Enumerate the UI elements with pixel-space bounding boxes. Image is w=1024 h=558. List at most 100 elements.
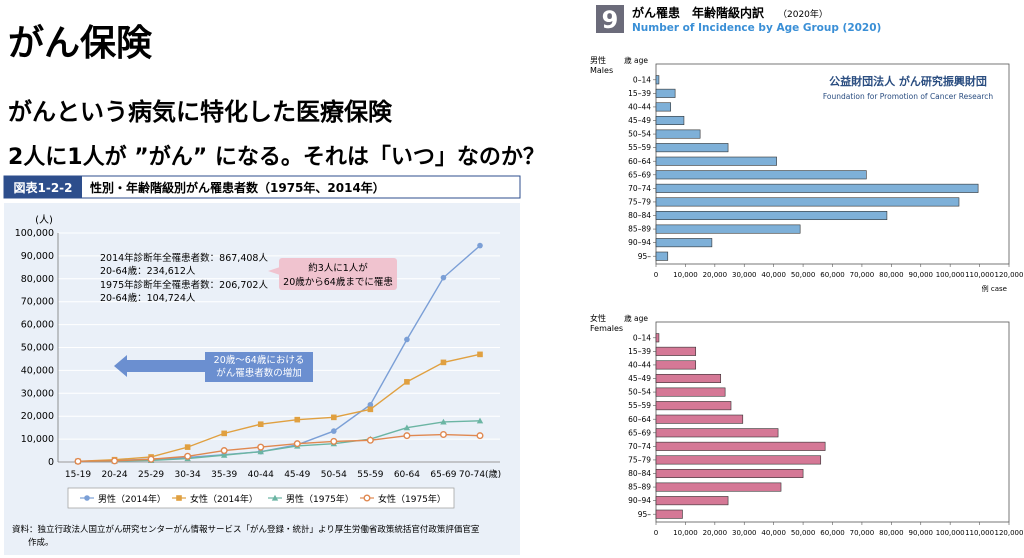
category-label: 0–14 xyxy=(633,333,651,342)
page-subtitle: がんという病気に特化した医療保険 xyxy=(8,98,392,126)
bar xyxy=(655,88,676,98)
line-series xyxy=(74,242,484,465)
x-tick-label: 0 xyxy=(654,271,658,279)
bar xyxy=(655,251,669,261)
bar xyxy=(655,482,782,492)
data-point xyxy=(367,406,374,413)
x-tick-label: 25-29 xyxy=(138,470,164,480)
male-category-labels: 0–14 15–39 40–44 45–49 50–54 55–59 60–64 65–69 7… xyxy=(628,75,656,261)
category-label: 75–79 xyxy=(628,456,651,465)
male-x-tick-labels: 0 10,000 20,000 30,000 40,000 50,000 60,000 70,… xyxy=(654,264,1023,279)
category-label: 55–59 xyxy=(628,143,651,152)
bar xyxy=(655,401,732,411)
x-tick-label: 120,000 xyxy=(995,529,1024,537)
x-tick-label: 80,000 xyxy=(879,271,904,279)
bar xyxy=(655,170,867,180)
x-tick-label: 70,000 xyxy=(850,271,875,279)
legend-marker xyxy=(363,494,371,502)
data-point xyxy=(404,336,410,343)
y-tick-labels: 0 10,000 20,000 30,000 40,000 50,000 60,000 70,… xyxy=(15,228,54,468)
source-line1: 資料：独立行政法人国立がん研究センターがん情報サービス「がん登録・統計」より厚生… xyxy=(12,524,480,535)
bar xyxy=(655,75,660,85)
category-label: 15–39 xyxy=(628,347,651,356)
y-tick-label: 30,000 xyxy=(21,388,54,399)
category-label: 80–84 xyxy=(628,469,651,478)
category-label: 60–64 xyxy=(628,157,651,166)
male-label-jp: 男性 xyxy=(590,55,606,65)
data-point xyxy=(403,424,411,431)
bar xyxy=(655,441,826,451)
bar xyxy=(655,115,685,126)
female-age-header: 歳 age xyxy=(624,313,648,323)
x-tick-label: 30-34 xyxy=(175,470,201,480)
x-tick-label: 100,000 xyxy=(936,271,965,279)
category-label: 50–54 xyxy=(628,388,651,397)
category-label: 15–39 xyxy=(628,89,651,98)
bar xyxy=(655,387,726,397)
series-line-2 xyxy=(77,420,481,463)
x-tick-label: 50-54 xyxy=(321,470,347,480)
x-tick-label: 20,000 xyxy=(703,529,728,537)
category-label: 90–94 xyxy=(628,238,651,247)
x-tick-label: 0 xyxy=(654,529,658,537)
category-label: 95– xyxy=(638,252,652,261)
x-tick-label: 60-64 xyxy=(394,470,420,480)
category-label: 70–74 xyxy=(628,184,651,193)
data-point xyxy=(257,443,265,451)
bar xyxy=(655,455,822,465)
bar xyxy=(655,129,701,139)
x-tick-label: 80,000 xyxy=(879,529,904,537)
category-label: 95– xyxy=(638,510,652,519)
data-point xyxy=(257,421,264,428)
note-2014-range: 20-64歳：234,612人 xyxy=(100,265,196,277)
bar xyxy=(655,210,888,221)
bar xyxy=(655,373,722,384)
data-point xyxy=(440,418,447,425)
figure-badge-bg xyxy=(4,176,82,198)
bar xyxy=(655,156,777,166)
data-point xyxy=(257,448,264,455)
x-tick-label: 20,000 xyxy=(703,271,728,279)
category-label: 85–89 xyxy=(628,225,651,234)
data-point xyxy=(74,457,82,465)
x-tick-label: 40,000 xyxy=(761,529,786,537)
x-tick-label: 40-44 xyxy=(248,470,274,480)
legend-label-1: 女性（2014年） xyxy=(190,493,258,505)
category-label: 65–69 xyxy=(628,428,651,437)
data-point xyxy=(294,416,301,423)
line-chart-grid xyxy=(57,232,500,463)
category-label: 75–79 xyxy=(628,198,651,207)
x-tick-label: 65-69 xyxy=(430,470,456,480)
data-point xyxy=(477,351,483,358)
x-tick-labels: 15-19 20-24 25-29 30-34 35-39 40-44 45-49 50-54… xyxy=(65,468,501,480)
y-tick-label: 90,000 xyxy=(21,251,54,262)
legend-marker xyxy=(176,495,182,501)
bar xyxy=(655,496,729,506)
female-x-tick-labels: 0 10,000 20,000 30,000 40,000 50,000 60,000 70,… xyxy=(654,522,1024,537)
y-tick-label: 70,000 xyxy=(21,297,54,308)
male-bars xyxy=(655,75,979,261)
x-tick-label: 60,000 xyxy=(820,271,845,279)
data-point xyxy=(147,455,155,463)
bar xyxy=(655,238,713,248)
y-tick-label: 80,000 xyxy=(21,274,54,285)
category-label: 50–54 xyxy=(628,130,651,139)
bar xyxy=(655,428,779,438)
female-label-en: Females xyxy=(590,324,623,333)
data-point xyxy=(440,274,447,281)
y-unit-label: (人) xyxy=(35,214,53,226)
series-line-1 xyxy=(77,353,481,463)
x-tick-label: 15-19 xyxy=(65,470,91,480)
x-tick-label: 40,000 xyxy=(761,271,786,279)
data-point xyxy=(404,379,410,385)
series-line-3 xyxy=(77,433,481,463)
unit-label: 例 case xyxy=(982,284,1007,293)
section-badge-number: 9 xyxy=(602,6,619,34)
bar xyxy=(655,360,697,370)
callout-line2: 20歳から64歳までに罹患 xyxy=(283,276,393,288)
x-tick-label: 50,000 xyxy=(791,529,816,537)
y-tick-label: 100,000 xyxy=(15,228,54,239)
section-badge xyxy=(596,5,624,33)
x-tick-label: 10,000 xyxy=(673,529,698,537)
data-point xyxy=(221,430,227,437)
